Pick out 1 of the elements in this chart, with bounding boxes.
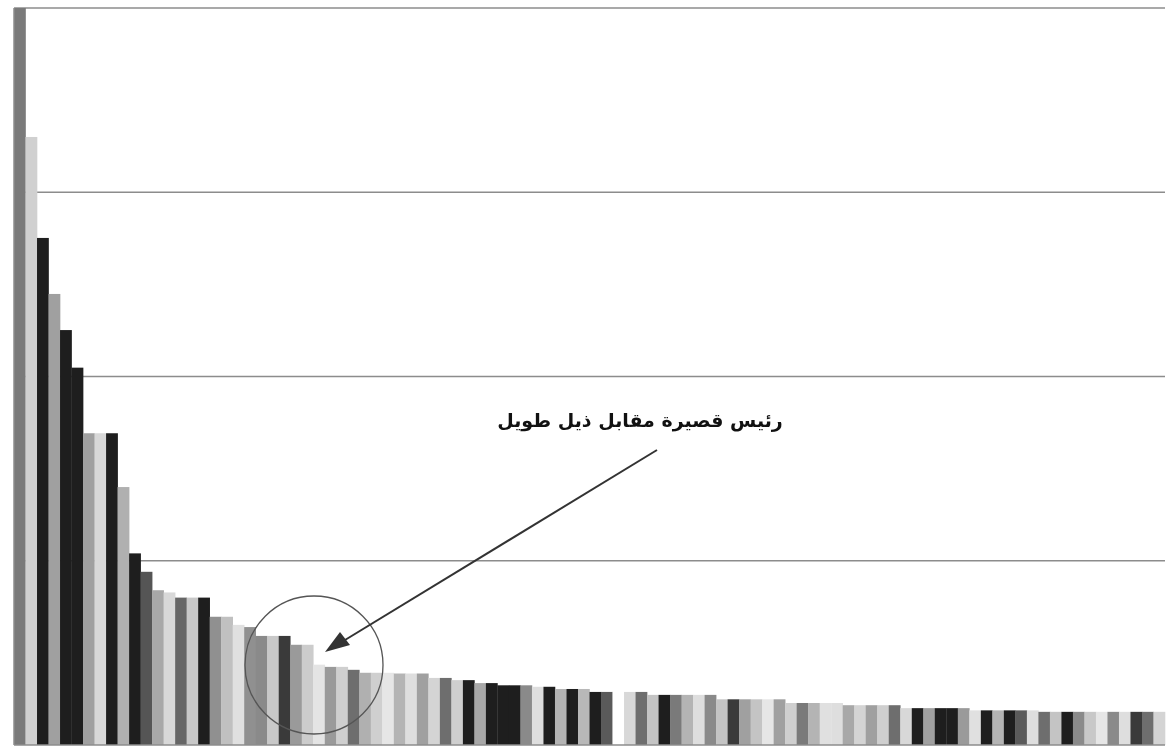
annotation: رئيس قصيرة مقابل ذيل طويل	[497, 409, 783, 432]
